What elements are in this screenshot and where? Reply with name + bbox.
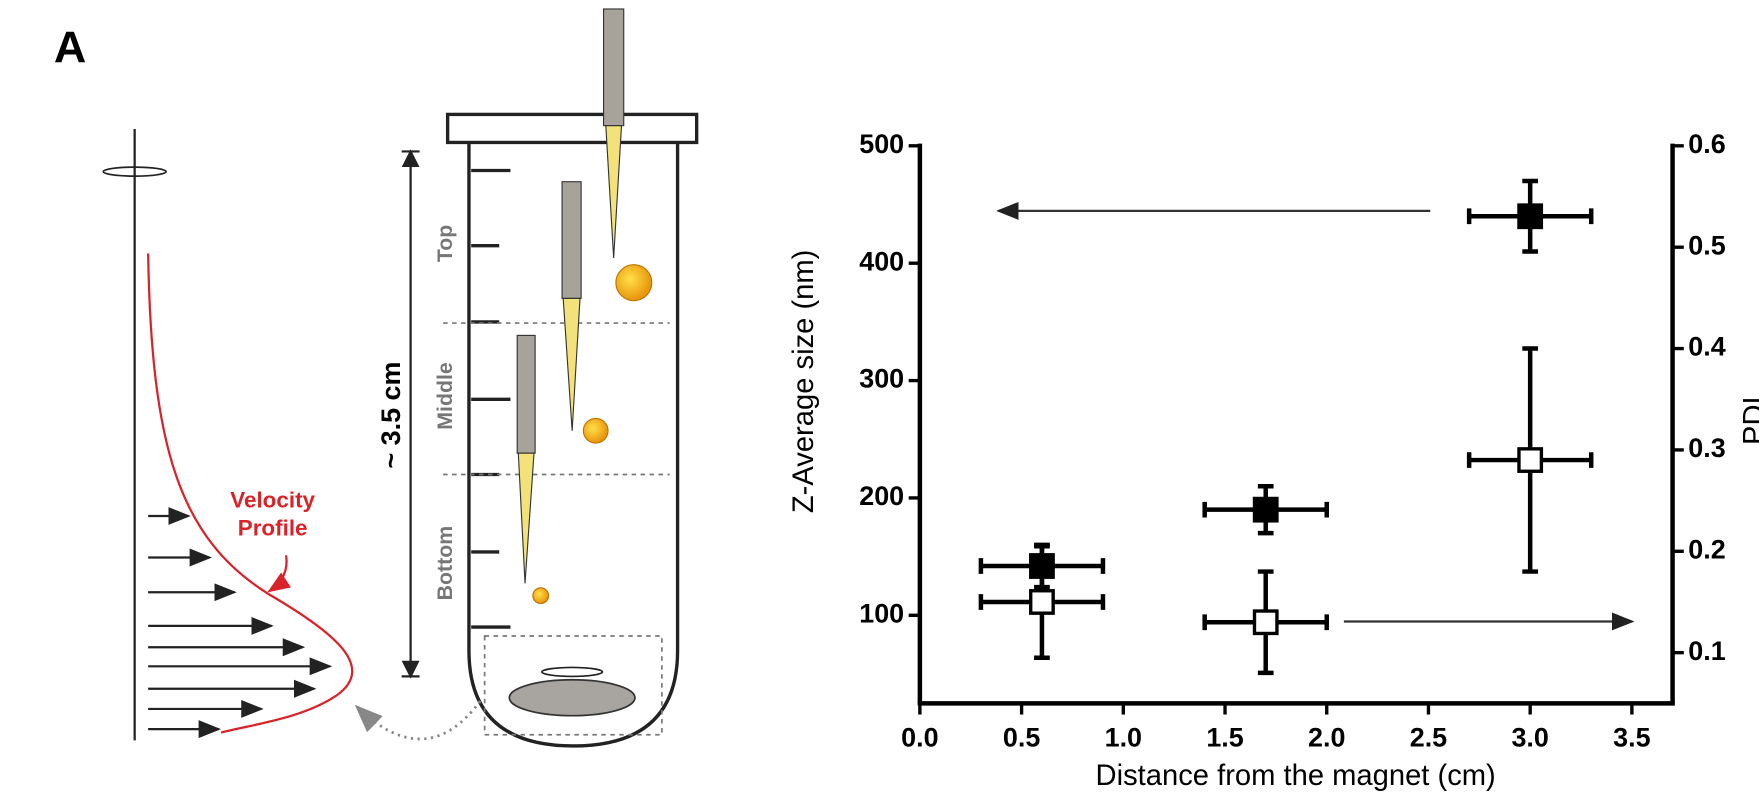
point xyxy=(1252,496,1279,523)
velocity-label: Velocity xyxy=(230,487,315,512)
panel-label: A xyxy=(54,21,86,72)
y2-tick-label: 0.1 xyxy=(1688,636,1725,666)
y-axis-title: Z-Average size (nm) xyxy=(788,250,820,514)
y-tick-label: 300 xyxy=(859,364,904,394)
zone-label: Middle xyxy=(433,362,457,430)
y2-tick-label: 0.6 xyxy=(1688,129,1725,159)
annotation-arrows xyxy=(996,201,1635,631)
x-tick-label: 2.0 xyxy=(1308,722,1345,752)
velocity-diagram xyxy=(102,129,354,741)
y2-tick-label: 0.2 xyxy=(1688,534,1725,564)
y2-tick-label: 0.3 xyxy=(1688,433,1725,463)
y-tick-label: 100 xyxy=(859,598,904,628)
point xyxy=(1517,203,1544,230)
x-tick-label: 1.0 xyxy=(1105,722,1142,752)
point xyxy=(1517,447,1544,473)
x-tick-label: 2.5 xyxy=(1410,722,1447,752)
point xyxy=(1029,589,1055,615)
x-tick-label: 3.5 xyxy=(1613,722,1650,752)
zone-label: Bottom xyxy=(433,526,457,601)
y-tick-label: 400 xyxy=(859,246,904,276)
x-tick-label: 0.0 xyxy=(901,722,938,752)
x-tick-label: 0.5 xyxy=(1003,722,1040,752)
y2-axis-title: PDI xyxy=(1738,396,1759,445)
y2-tick-label: 0.5 xyxy=(1688,230,1725,260)
height-label: ~ 3.5 cm xyxy=(376,362,406,469)
y2-tick-label: 0.4 xyxy=(1688,332,1725,362)
velocity-label: Profile xyxy=(238,515,308,540)
pipettes xyxy=(516,8,653,605)
point xyxy=(1252,609,1279,636)
y-tick-label: 500 xyxy=(859,129,904,159)
y-tick-label: 200 xyxy=(859,481,904,511)
zone-label: Top xyxy=(433,225,457,262)
x-axis-title: Distance from the magnet (cm) xyxy=(1096,760,1496,792)
x-tick-label: 3.0 xyxy=(1511,722,1548,752)
tube xyxy=(354,112,699,748)
x-tick-label: 1.5 xyxy=(1206,722,1243,752)
